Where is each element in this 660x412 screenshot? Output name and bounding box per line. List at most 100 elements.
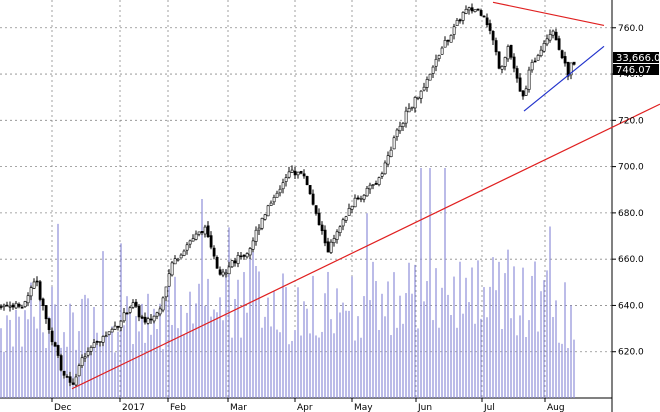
candle-body [212,247,216,257]
candle-body [392,137,396,150]
candle-body [557,38,561,50]
candle-body [368,184,372,190]
candle-body [50,330,54,343]
date-tick-label: May [354,403,373,412]
candle-body [407,108,411,113]
candle-body [11,304,15,308]
candle-body [530,62,534,71]
candle-body [221,271,225,276]
candle-body [80,357,84,367]
candle-body [122,312,126,322]
candle-body [239,255,243,258]
date-tick-label: Jul [483,403,495,412]
candle-body [218,269,222,275]
candle-body [314,205,318,214]
candle-body [8,305,12,308]
price-tick-label: 700.0 [618,163,644,173]
candle-body [224,272,228,275]
candle-body [215,257,219,269]
candle-body [386,155,390,165]
candle-body [566,61,570,77]
candle-body [98,341,102,343]
candle-body [308,185,312,195]
candle-body [500,66,504,70]
candle-body [254,229,258,242]
candle-body [482,15,486,18]
candle-body [104,335,108,337]
candle-body [134,301,138,307]
candle-body [326,241,330,253]
candle-body [488,23,492,31]
candle-body [428,73,432,81]
candle-body [128,307,132,313]
candle-body [251,240,255,250]
candle-body [353,197,357,208]
candle-body [533,60,537,63]
candle-body [464,8,468,14]
candle-body [554,31,558,41]
candle-body [479,10,483,16]
candle-body [536,55,540,61]
candle-body [263,214,267,220]
candle-body [35,280,39,283]
candle-body [359,198,363,200]
candle-body [191,238,195,242]
candle-body [503,57,507,67]
candle-body [242,254,246,257]
candle-body [269,202,273,206]
price-tick-label: 660.0 [618,255,644,265]
price-tick-label: 720.0 [618,116,644,126]
candle-body [53,342,57,347]
candle-body [323,229,327,244]
price-tag-label: 33,666.08 [616,53,660,64]
candle-body [548,34,552,41]
candle-body [458,19,462,22]
candle-body [41,298,45,306]
candle-body [170,262,174,276]
candle-body [527,69,531,90]
candle-body [431,66,435,74]
candle-body [236,255,240,264]
candle-body [524,88,528,96]
price-tick-label: 740.0 [618,70,644,80]
candle-body [137,305,141,318]
candle-body [320,224,324,232]
candle-body [167,273,171,287]
date-axis: Dec 2017 Feb Mar Apr May Jun Jul Aug [51,398,565,412]
candle-body [545,38,549,45]
candle-body [146,318,150,324]
date-tick-label: Feb [170,403,186,412]
candle-body [47,318,51,331]
candle-body [131,302,135,308]
price-tag-box [613,52,659,63]
candle-body [485,17,489,26]
date-tick-label: Mar [230,403,247,412]
candle-body [434,58,438,67]
candle-body [188,240,192,245]
candle-body [59,355,63,371]
candle-body [266,205,270,217]
price-tag-label: 746.07 [616,65,651,76]
candle-body [398,125,402,132]
trend-line [523,45,605,112]
candle-body [332,238,336,244]
candle-body [95,341,99,343]
price-tick-label: 760.0 [618,24,644,34]
price-tag-box [613,64,659,75]
candle-body [437,55,441,59]
candle-body [272,197,276,203]
candle-body [107,331,111,335]
candle-body [491,31,495,41]
candle-body [26,295,30,304]
candle-body [347,208,351,216]
candle-body [371,184,375,186]
candle-body [23,301,27,307]
candle-body [356,197,360,200]
date-tick-label: Dec [54,403,71,412]
candle-body [227,266,231,275]
price-axis: 620.0 640.0 660.0 680.0 700.0 720.0 740.0 760.0 [612,24,644,358]
candle-body [182,250,186,256]
candle-body [551,30,555,36]
candle-body [413,97,417,109]
